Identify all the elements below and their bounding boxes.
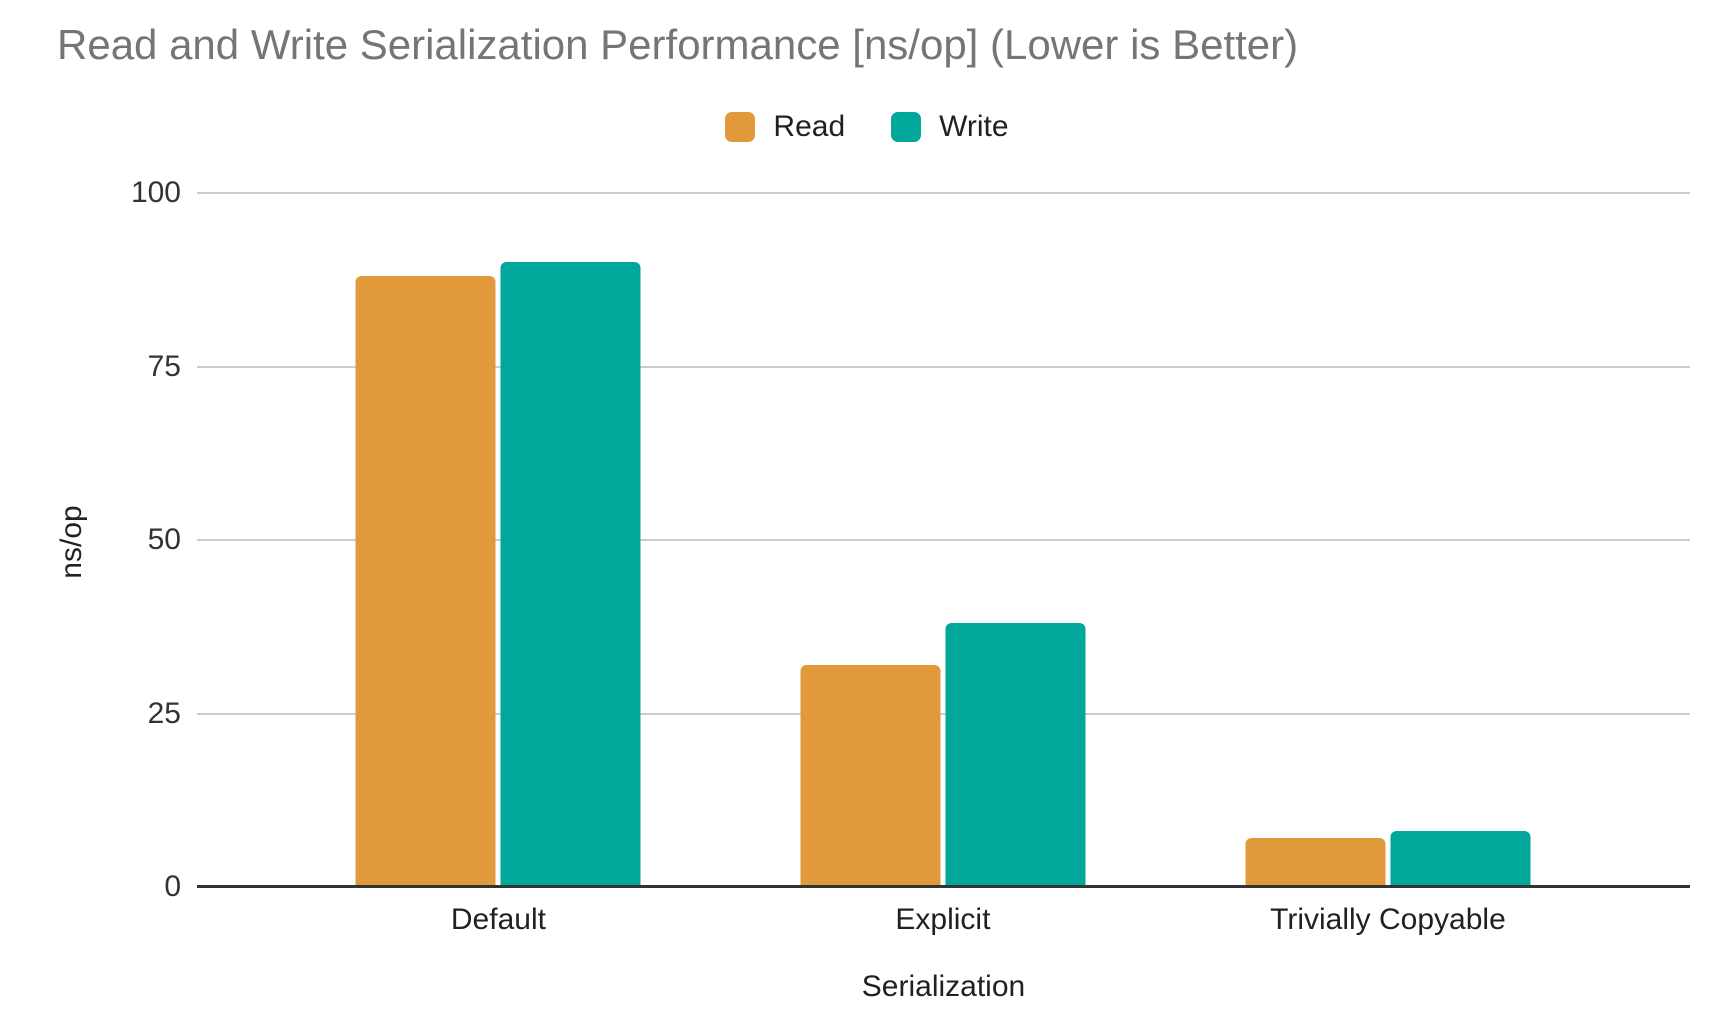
gridline-100 bbox=[197, 192, 1690, 194]
bar-trivially-copyable-write[interactable] bbox=[1390, 831, 1531, 887]
y-axis-title: ns/op bbox=[55, 505, 88, 579]
bar-group-trivially-copyable bbox=[1245, 831, 1531, 887]
legend-item-write[interactable]: Write bbox=[891, 110, 1009, 144]
bar-group-explicit bbox=[800, 623, 1086, 887]
x-tick-label-explicit: Explicit bbox=[895, 903, 991, 936]
x-axis-title: Serialization bbox=[861, 970, 1026, 1003]
plot-area: Serialization 0 25 50 75 100 Default Explicit T… bbox=[131, 176, 1690, 1003]
gridline-50 bbox=[197, 539, 1690, 541]
gridline-25 bbox=[197, 712, 1690, 715]
bar-default-write[interactable] bbox=[500, 262, 641, 887]
chart-title: Read and Write Serialization Performance… bbox=[57, 21, 1299, 68]
bar-default-read[interactable] bbox=[355, 276, 496, 887]
x-tick-label-default: Default bbox=[450, 903, 546, 936]
legend-label-read: Read bbox=[773, 110, 846, 143]
y-tick-label-25: 25 bbox=[147, 696, 181, 730]
x-tick-label-trivially-copyable: Trivially Copyable bbox=[1270, 903, 1506, 936]
legend: Read Write bbox=[0, 110, 1734, 144]
legend-item-read[interactable]: Read bbox=[725, 110, 845, 144]
x-axis-baseline bbox=[197, 885, 1690, 888]
bar-explicit-read[interactable] bbox=[800, 664, 941, 887]
legend-label-write: Write bbox=[939, 110, 1009, 143]
bar-group-default bbox=[355, 262, 641, 887]
bar-trivially-copyable-read[interactable] bbox=[1245, 838, 1386, 887]
y-tick-label-0: 0 bbox=[164, 870, 181, 903]
read-series-swatch-icon bbox=[725, 112, 756, 142]
y-tick-label-100: 100 bbox=[130, 176, 181, 209]
bar-explicit-write[interactable] bbox=[945, 623, 1086, 887]
y-tick-label-75: 75 bbox=[147, 349, 181, 383]
y-tick-label-50: 50 bbox=[147, 523, 181, 556]
write-series-swatch-icon bbox=[891, 112, 922, 142]
gridline-75 bbox=[197, 365, 1690, 368]
